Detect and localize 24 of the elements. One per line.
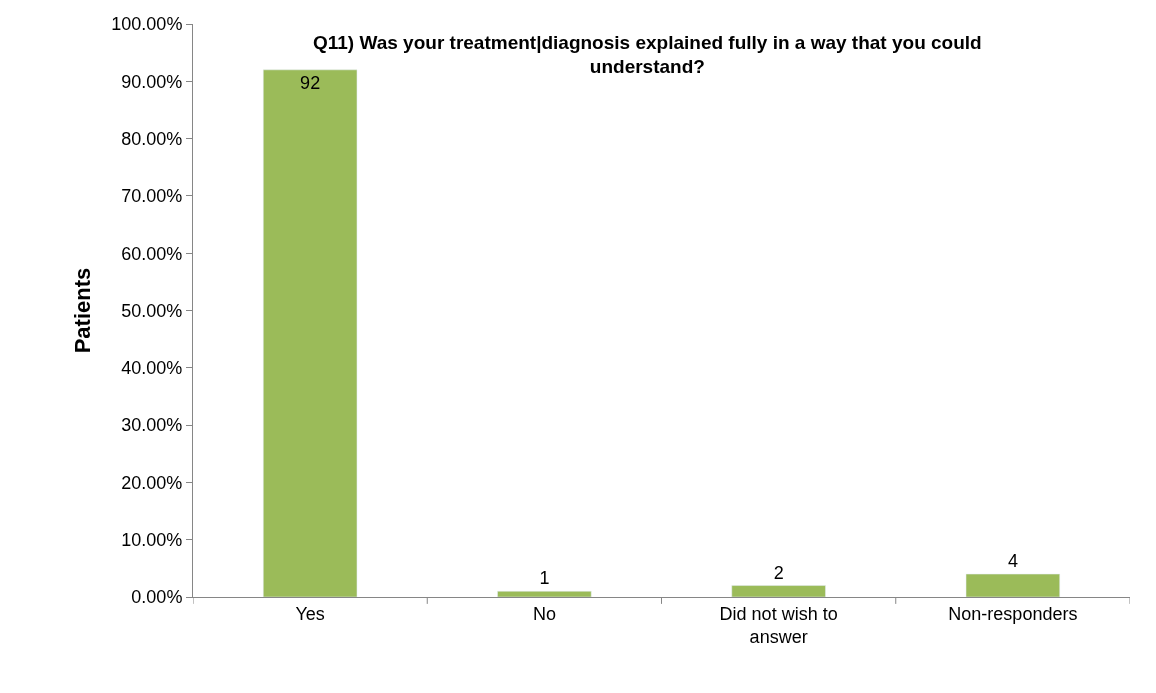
y-tick-label: 100.00%	[111, 14, 183, 35]
y-tick-label: 30.00%	[121, 415, 183, 436]
y-tick-label: 90.00%	[121, 71, 183, 92]
data-label: 2	[773, 562, 784, 583]
data-label: 1	[539, 568, 550, 589]
y-tick-label: 60.00%	[121, 243, 183, 264]
bar	[263, 69, 358, 597]
y-tick-label: 50.00%	[121, 300, 183, 321]
y-tick-label: 40.00%	[121, 358, 183, 379]
x-tick-label: No	[532, 603, 556, 624]
y-tick-label: 10.00%	[121, 530, 183, 550]
x-tick-label: Did not wish to answer	[719, 603, 838, 647]
y-tick-label: 80.00%	[121, 128, 183, 149]
y-tick-label: 0.00%	[131, 587, 183, 608]
data-label: 92	[300, 72, 321, 93]
bar	[731, 585, 826, 597]
y-tick-label: 20.00%	[121, 472, 183, 493]
y-tick-label: 70.00%	[121, 186, 183, 207]
x-tick-label: Non-responders	[948, 603, 1078, 624]
bar	[497, 591, 592, 597]
y-axis-title: Patients	[70, 267, 96, 354]
data-label: 4	[1007, 551, 1018, 572]
bar	[965, 573, 1060, 597]
x-tick-label: Yes	[295, 603, 325, 624]
